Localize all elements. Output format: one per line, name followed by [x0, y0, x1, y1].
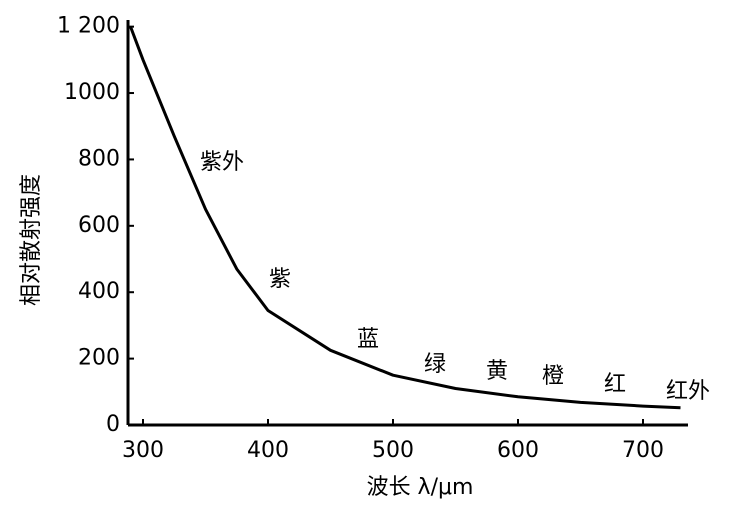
line: [129, 26, 681, 410]
annotation: 紫: [269, 267, 291, 292]
annotation: 蓝: [357, 327, 379, 352]
y-tick-label: 200: [78, 346, 120, 371]
x-tick-label: 600: [497, 438, 539, 463]
y-axis-label: 相对散射强度: [19, 174, 44, 306]
y-tick-label: 800: [78, 146, 120, 171]
annotation: 黄: [486, 359, 508, 384]
x-tick-label: 700: [622, 438, 664, 463]
y-tick-label: 0: [106, 412, 120, 437]
x-tick-label: 300: [122, 438, 164, 463]
annotation: 红: [604, 372, 626, 397]
y-tick-label: 600: [78, 213, 120, 238]
annotation: 绿: [424, 352, 446, 377]
x-tick-label: 400: [247, 438, 289, 463]
annotation: 红外: [666, 379, 710, 404]
x-tick-label: 500: [372, 438, 414, 463]
annotation: 橙: [542, 364, 564, 389]
annotation: 紫外: [200, 150, 244, 175]
y-tick-label: 1 200: [57, 14, 120, 39]
x-axis-label: 波长 λ/μm: [367, 475, 474, 500]
y-tick-label: 1000: [64, 80, 120, 105]
y-tick-label: 400: [78, 279, 120, 304]
